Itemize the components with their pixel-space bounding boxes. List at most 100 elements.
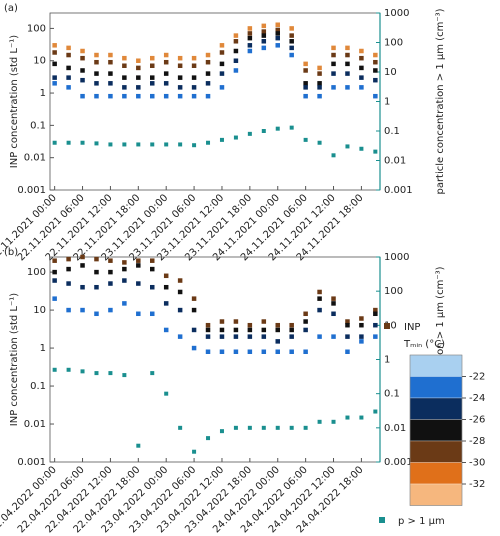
particle-point — [164, 391, 169, 396]
inp-point — [191, 75, 197, 80]
y-tick-label: 100 — [27, 267, 46, 278]
inp-point — [303, 327, 308, 333]
colorbar-tick-label: -30 — [469, 458, 485, 469]
y-tick-label: 0.001 — [17, 457, 46, 468]
y-tick-label: 0.1 — [30, 120, 46, 131]
inp-point — [247, 349, 253, 354]
particle-point — [233, 135, 238, 140]
particle-point — [303, 137, 308, 142]
inp-point — [275, 43, 280, 48]
inp-point — [345, 349, 350, 354]
particle-point — [261, 129, 266, 133]
particle-point — [136, 443, 141, 448]
inp-point — [359, 322, 364, 328]
inp-point — [80, 263, 85, 268]
inp-point — [359, 316, 364, 321]
inp-point — [247, 35, 253, 41]
legend-inp-label: INP — [404, 322, 420, 333]
inp-point — [66, 266, 71, 272]
inp-point — [191, 345, 197, 351]
panel-label: (a) — [4, 3, 18, 14]
inp-point — [359, 339, 364, 344]
y-axis-label: INP concentration (std L⁻¹) — [9, 35, 20, 168]
inp-point — [52, 258, 57, 263]
y2-tick-label: 10 — [384, 67, 397, 78]
inp-point — [247, 334, 253, 339]
inp-point — [177, 63, 183, 68]
legend-particle-swatch — [379, 517, 385, 523]
colorbar-tick-label: -26 — [469, 415, 485, 426]
inp-point — [94, 256, 99, 262]
inp-point — [247, 322, 253, 328]
inp-point — [233, 327, 239, 333]
inp-point — [163, 93, 169, 99]
inp-point — [205, 349, 211, 354]
colorbar-band — [409, 440, 463, 463]
inp-point — [359, 75, 364, 80]
inp-point — [66, 85, 71, 90]
particle-point — [150, 142, 155, 147]
y2-tick-label: 100 — [384, 38, 403, 49]
inp-point — [289, 327, 294, 333]
inp-point — [94, 71, 99, 76]
particle-point — [275, 425, 280, 430]
colorbar-tick-label: -24 — [469, 393, 485, 404]
panel-label: (b) — [4, 247, 18, 258]
inp-point — [108, 269, 113, 275]
inp-point — [261, 33, 267, 38]
inp-point — [66, 52, 71, 58]
y2-tick-label: 0.1 — [384, 126, 400, 137]
inp-point — [150, 81, 155, 86]
inp-point — [52, 61, 57, 67]
colorbar-frame — [409, 354, 463, 506]
particle-point — [317, 140, 322, 145]
inp-point — [317, 289, 322, 295]
particle-point — [373, 149, 378, 154]
particle-point — [345, 144, 350, 149]
inp-point — [108, 281, 113, 286]
particle-point — [178, 425, 183, 430]
particle-point — [206, 140, 211, 145]
inp-point — [345, 85, 350, 90]
particle-point — [66, 367, 71, 372]
colorbar-band — [409, 397, 463, 420]
inp-point — [163, 327, 169, 333]
inp-point — [122, 85, 127, 90]
inp-point — [52, 43, 57, 48]
inp-point — [359, 334, 364, 339]
inp-point — [247, 31, 253, 36]
inp-point — [150, 258, 155, 263]
particle-point — [66, 140, 71, 145]
inp-point — [177, 289, 183, 295]
inp-point — [136, 263, 141, 268]
inp-point — [191, 93, 197, 99]
inp-point — [108, 81, 113, 86]
inp-point — [122, 278, 127, 283]
inp-point — [317, 71, 322, 76]
inp-point — [205, 71, 211, 76]
particle-point — [289, 425, 294, 430]
legend-inp-swatch — [384, 323, 390, 329]
colorbar-band — [409, 376, 463, 399]
inp-point — [289, 33, 294, 38]
inp-point — [233, 349, 239, 354]
inp-point — [331, 296, 336, 301]
inp-point — [247, 48, 253, 54]
inp-point — [275, 22, 280, 27]
inp-point — [122, 266, 127, 272]
inp-point — [331, 301, 336, 306]
inp-point — [317, 307, 322, 313]
particle-point — [303, 425, 308, 430]
inp-point — [136, 258, 141, 263]
inp-point — [247, 26, 253, 31]
inp-point — [345, 61, 350, 67]
inp-point — [289, 349, 294, 354]
inp-point — [177, 55, 183, 61]
inp-point — [52, 278, 57, 283]
y2-tick-label: 0.01 — [384, 423, 406, 434]
inp-point — [289, 39, 294, 44]
inp-point — [136, 311, 141, 317]
particle-point — [52, 367, 57, 372]
particle-point — [289, 125, 294, 130]
particle-point — [233, 425, 238, 430]
